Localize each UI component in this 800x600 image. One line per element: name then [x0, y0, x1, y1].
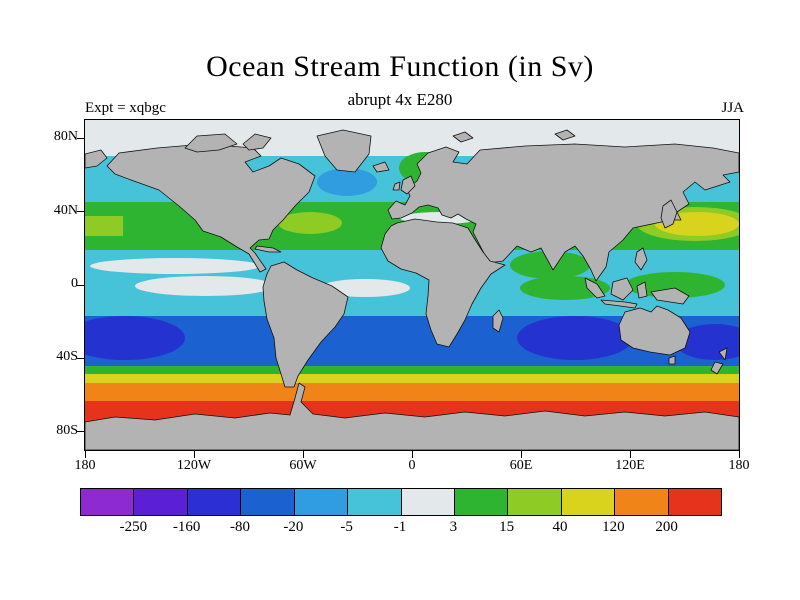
- island-ireland: [392, 181, 401, 191]
- colorbar-tick-label: -250: [119, 519, 148, 535]
- chukotka-west-sliver: [85, 149, 108, 169]
- lon-tick-mark: [84, 451, 86, 458]
- indian-gyre-core: [517, 316, 633, 360]
- continent-eurasia: [387, 143, 739, 282]
- season-label: JJA: [721, 100, 744, 116]
- lon-tick-label: 120E: [615, 458, 645, 473]
- south-pacific-gyre-core: [85, 316, 185, 360]
- island-sumatra: [584, 277, 606, 299]
- colorbar-tick-label: 3: [449, 519, 458, 535]
- lat-tick-label: 80N: [53, 129, 78, 145]
- lon-tick-mark: [629, 451, 631, 458]
- colorbar-cell: [348, 489, 402, 515]
- colorbar-cell: [454, 489, 509, 515]
- lon-tick-label: 180: [728, 458, 750, 473]
- colorbar-cell: [134, 489, 188, 515]
- equatorial-pacific-patch: [135, 276, 275, 296]
- lat-tick-mark: [77, 357, 84, 359]
- colorbar-tick-label: -160: [172, 519, 201, 535]
- colorbar-cell: [561, 489, 616, 515]
- colorbar-cell: [508, 489, 562, 515]
- lon-tick-label: 60W: [289, 458, 317, 473]
- lat-tick-label: 40S: [56, 349, 78, 365]
- lon-tick-mark: [193, 451, 195, 458]
- lon-tick-mark: [738, 451, 740, 458]
- continents-layer: [85, 129, 739, 450]
- arctic-islands-canada-1: [184, 133, 238, 153]
- experiment-label: Expt = xqbgc: [85, 100, 166, 116]
- island-tasmania: [668, 355, 676, 365]
- lon-tick-mark: [520, 451, 522, 458]
- map-plot-frame: [84, 119, 740, 451]
- colorbar-cell: [668, 489, 722, 515]
- colorbar-tick-label: 15: [499, 519, 515, 535]
- island-borneo: [610, 277, 634, 301]
- island-svalbard: [452, 131, 474, 143]
- pacific-itcz-band: [90, 258, 260, 274]
- continent-greenland: [316, 129, 372, 173]
- colorbar-tick-label: -80: [230, 519, 250, 535]
- island-new-zealand-south: [710, 361, 724, 375]
- lat-tick-label: 40N: [53, 202, 78, 218]
- island-new-guinea: [650, 287, 690, 305]
- lat-tick-label: 80S: [56, 422, 78, 438]
- colorbar-tick-label: -5: [340, 519, 353, 535]
- continent-south-america: [262, 261, 349, 388]
- island-new-zealand-north: [718, 347, 728, 361]
- colorbar-cell: [81, 489, 135, 515]
- lon-tick-mark: [411, 451, 413, 458]
- lon-tick-label: 180: [74, 458, 96, 473]
- colorbar-tick-label: 120: [602, 519, 625, 535]
- lat-tick-mark: [77, 137, 84, 139]
- colorbar-cell: [294, 489, 349, 515]
- colorbar-cell: [401, 489, 455, 515]
- island-java: [600, 299, 638, 309]
- colorbar-tick-label: -20: [283, 519, 304, 535]
- colorbar-tick-label: -1: [393, 519, 407, 535]
- west-pacific-warm-pool: [625, 272, 725, 298]
- island-iceland: [372, 161, 390, 173]
- gulf-stream-gyre: [278, 212, 342, 234]
- continent-north-america: [106, 143, 316, 273]
- chart-title: Ocean Stream Function (in Sv): [206, 50, 594, 83]
- lat-tick-mark: [77, 284, 84, 286]
- colorbar-cell: [187, 489, 242, 515]
- island-madagascar: [492, 309, 504, 333]
- colorbar: [80, 488, 722, 516]
- world-map-svg: [85, 120, 739, 450]
- colorbar-tick-label: 40: [552, 519, 568, 535]
- continent-antarctica: [85, 382, 739, 450]
- equatorial-atlantic-patch: [320, 279, 410, 297]
- lat-tick-mark: [77, 211, 84, 213]
- lon-tick-mark: [302, 451, 304, 458]
- continent-australia: [618, 305, 691, 356]
- island-severnaya: [554, 129, 576, 141]
- island-philippines: [634, 247, 648, 271]
- colorbar-cell: [615, 489, 669, 515]
- island-sulawesi: [636, 281, 648, 299]
- lon-tick-label: 0: [408, 458, 416, 473]
- island-japan: [660, 199, 678, 229]
- central-pacific-gyre: [85, 216, 123, 236]
- island-britain: [400, 175, 416, 195]
- lat-tick-mark: [77, 431, 84, 433]
- chart-subtitle: abrupt 4x E280: [347, 90, 453, 109]
- lat-tick-label: 0: [71, 276, 78, 291]
- arctic-islands-canada-2: [242, 133, 272, 151]
- colorbar-cell: [241, 489, 295, 515]
- subpolar-atlantic-gyre: [317, 168, 377, 196]
- island-cuba: [254, 245, 282, 253]
- colorbar-tick-label: 200: [655, 519, 678, 535]
- continent-africa: [380, 218, 506, 348]
- lon-tick-label: 120W: [176, 458, 212, 473]
- lon-tick-label: 60E: [509, 458, 533, 473]
